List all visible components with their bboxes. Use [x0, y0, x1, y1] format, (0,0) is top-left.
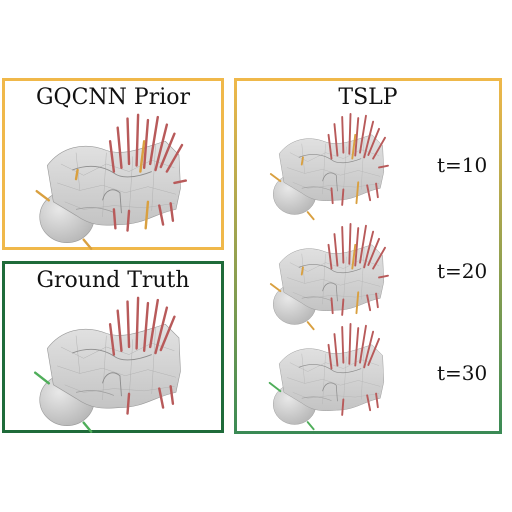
time-label-t30: t=30	[437, 361, 488, 385]
time-label-t20: t=20	[437, 259, 488, 283]
ground-truth-panel: Ground Truth	[2, 261, 224, 433]
gqcnn-prior-title: GQCNN Prior	[35, 85, 191, 110]
tslp-object-t30	[268, 323, 385, 431]
gqcnn-prior-object	[35, 113, 187, 250]
time-label-t10: t=10	[437, 153, 488, 177]
ground-truth-title: Ground Truth	[36, 268, 190, 293]
tslp-title: TSLP	[338, 85, 398, 110]
tslp-object-t10	[269, 113, 389, 221]
tslp-panel: TSLP t=10 t=20 t=30	[234, 78, 502, 434]
ground-truth-object	[33, 296, 181, 433]
tslp-object-t20	[269, 223, 389, 331]
gqcnn-prior-panel: GQCNN Prior	[2, 78, 224, 250]
